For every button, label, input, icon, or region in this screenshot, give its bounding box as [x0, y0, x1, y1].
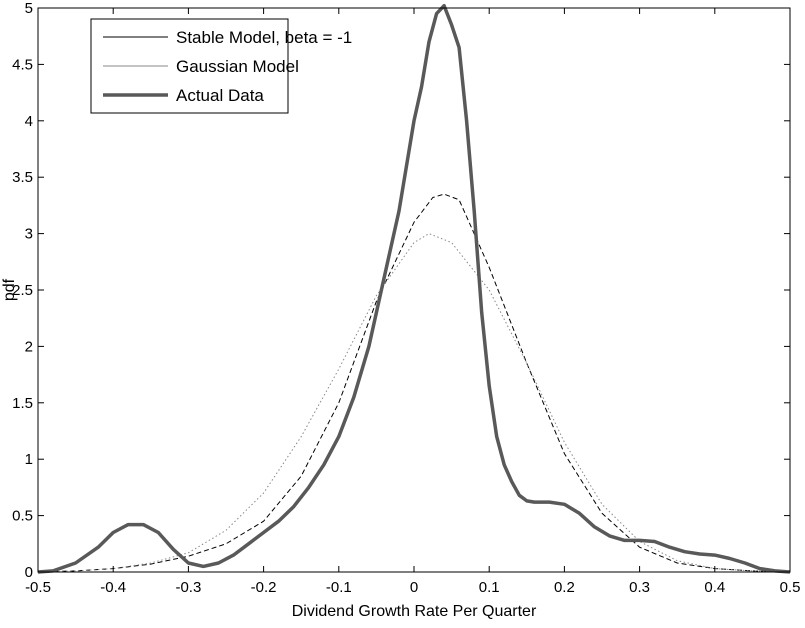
y-tick-label: 2: [25, 338, 33, 355]
legend: Stable Model, beta = -1 Gaussian Model A…: [90, 18, 352, 114]
x-tick-label: 0: [410, 579, 418, 596]
y-tick-label: 3.5: [12, 169, 33, 186]
x-tick-label: -0.1: [326, 579, 352, 596]
y-axis-label: pdf: [1, 278, 18, 301]
y-tick-label: 3: [25, 226, 33, 243]
x-axis-label: Dividend Growth Rate Per Quarter: [292, 603, 537, 620]
y-tick-labels: 0 0.5 1 1.5 2 2.5 3 3.5 4 4.5 5: [12, 0, 33, 581]
legend-label-stable-model: Stable Model, beta = -1: [176, 28, 352, 47]
series-line-actual-data: [37, 3, 791, 574]
y-tick-label: 5: [25, 0, 33, 17]
x-tick-label: -0.5: [25, 579, 51, 596]
y-tick-label: 1: [25, 451, 33, 468]
x-tick-label: -0.3: [175, 579, 201, 596]
y-tick-label: 0: [25, 564, 33, 581]
plot-area: [37, 3, 791, 574]
y-tick-label: 4.5: [12, 56, 33, 73]
y-tick-label: 0.5: [12, 508, 33, 525]
y-tick-label: 4: [25, 113, 33, 130]
x-tick-label: 0.1: [479, 579, 500, 596]
x-tick-label: -0.4: [100, 579, 126, 596]
y-tick-label: 1.5: [12, 395, 33, 412]
x-tick-label: 0.4: [704, 579, 725, 596]
series-line-stable-model: [37, 193, 791, 573]
x-tick-labels: -0.5 -0.4 -0.3 -0.2 -0.1 0 0.1 0.2 0.3 0.4 0.5: [25, 579, 800, 596]
x-tick-label: 0.3: [629, 579, 650, 596]
series-line-gaussian-model: [37, 233, 791, 573]
y-tick-label: 2.5: [12, 282, 33, 299]
legend-label-actual-data: Actual Data: [176, 86, 264, 105]
x-tick-label: 0.2: [554, 579, 575, 596]
tick-marks: [37, 7, 791, 573]
x-tick-label: -0.2: [251, 579, 277, 596]
legend-label-gaussian-model: Gaussian Model: [176, 57, 299, 76]
x-tick-label: 0.5: [780, 579, 801, 596]
